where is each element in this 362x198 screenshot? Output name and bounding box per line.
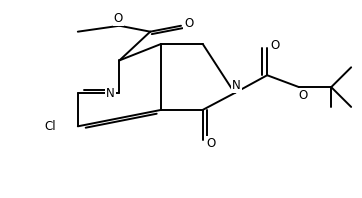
Text: O: O <box>270 39 280 52</box>
Text: O: O <box>298 89 307 102</box>
Text: O: O <box>114 12 123 25</box>
Text: Cl: Cl <box>45 120 56 133</box>
Text: N: N <box>106 87 115 100</box>
Text: O: O <box>206 137 215 150</box>
Text: O: O <box>184 17 194 30</box>
Text: N: N <box>232 79 241 92</box>
